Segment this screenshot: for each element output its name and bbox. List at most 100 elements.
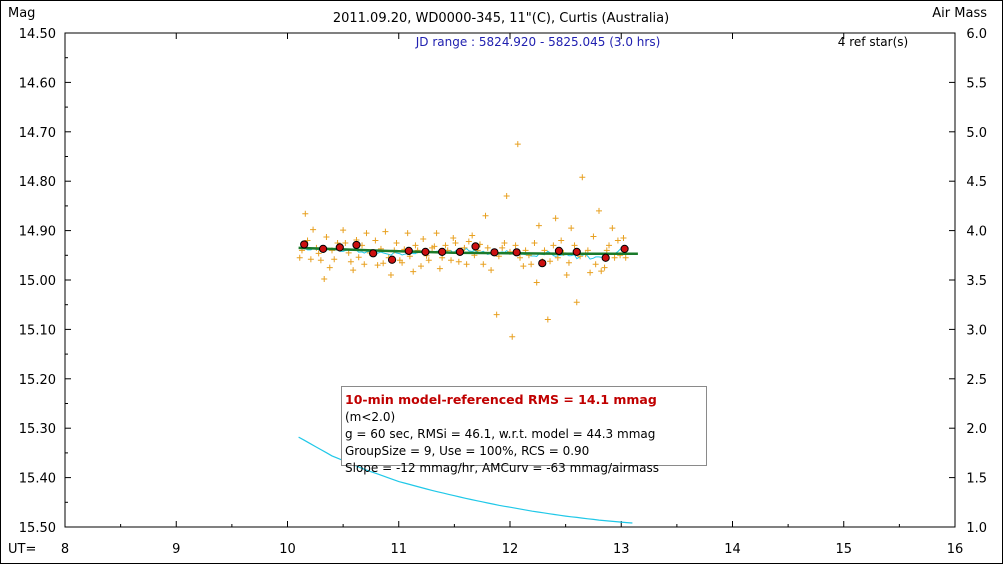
x-tick-label: 12 xyxy=(502,542,519,557)
raw-point xyxy=(606,242,613,249)
y-tick-label-mag: 15.30 xyxy=(19,422,56,437)
raw-point xyxy=(493,311,500,318)
raw-point xyxy=(550,242,557,249)
raw-point xyxy=(355,254,362,261)
raw-point xyxy=(321,276,328,283)
y-tick-label-airmass: 3.0 xyxy=(966,323,987,338)
binned-point xyxy=(601,253,610,262)
raw-point xyxy=(317,257,324,264)
raw-point xyxy=(579,174,586,181)
raw-point xyxy=(596,207,602,214)
raw-point xyxy=(342,239,349,246)
y-tick-label-airmass: 1.5 xyxy=(966,472,987,487)
stats-line-4: Slope = -12 mmag/hr, AMCurv = -63 mmag/a… xyxy=(345,461,659,475)
raw-point xyxy=(503,193,510,200)
raw-point xyxy=(347,258,354,265)
raw-point xyxy=(590,233,597,240)
raw-point xyxy=(558,237,565,244)
raw-point xyxy=(350,267,357,274)
raw-point xyxy=(501,239,508,246)
binned-point xyxy=(554,246,564,255)
x-tick-label: 9 xyxy=(172,542,180,557)
raw-point xyxy=(361,261,368,268)
rms-row: 10-min model-referenced RMS = 14.1 mmag … xyxy=(345,391,706,426)
x-tick-label: 16 xyxy=(947,542,964,557)
raw-point xyxy=(420,235,427,242)
raw-point xyxy=(601,264,608,271)
raw-point xyxy=(620,235,627,242)
y-tick-label-airmass: 4.0 xyxy=(966,225,987,240)
binned-point xyxy=(512,248,521,257)
y-tick-label-mag: 14.90 xyxy=(19,225,56,240)
raw-point xyxy=(374,262,381,269)
y-tick-label-mag: 14.50 xyxy=(19,27,56,42)
raw-point xyxy=(565,259,572,266)
y-tick-label-mag: 15.00 xyxy=(19,274,56,289)
x-tick-label: 13 xyxy=(613,542,630,557)
raw-point xyxy=(554,254,561,261)
raw-point xyxy=(302,210,309,217)
raw-point xyxy=(315,250,322,257)
raw-point xyxy=(331,256,338,263)
binned-point xyxy=(352,240,361,250)
binned-point xyxy=(455,247,465,256)
stats-line-3: GroupSize = 9, Use = 100%, RCS = 0.90 xyxy=(345,444,590,458)
y-axis-label-airmass: Air Mass xyxy=(932,6,987,21)
raw-point xyxy=(592,261,599,268)
rms-note: (m<2.0) xyxy=(345,410,396,424)
raw-point xyxy=(552,215,559,222)
binned-point xyxy=(319,244,328,253)
binned-point xyxy=(300,240,309,249)
y-axis-label-mag: Mag xyxy=(8,6,35,21)
raw-point xyxy=(372,237,379,244)
raw-point xyxy=(568,225,575,232)
raw-point xyxy=(482,212,489,219)
raw-point xyxy=(509,333,516,340)
x-tick-label: 8 xyxy=(61,542,69,557)
raw-point xyxy=(410,268,417,275)
y-tick-label-mag: 15.20 xyxy=(19,373,56,388)
raw-point xyxy=(563,272,570,279)
raw-point xyxy=(499,244,506,251)
raw-point xyxy=(307,256,314,263)
x-tick-label: 15 xyxy=(835,542,852,557)
raw-point xyxy=(310,226,317,233)
raw-point xyxy=(461,244,468,251)
y-tick-label-mag: 15.10 xyxy=(19,323,56,338)
raw-point xyxy=(520,263,527,270)
x-tick-label: 14 xyxy=(724,542,741,557)
x-tick-label: 10 xyxy=(279,542,296,557)
raw-point xyxy=(382,228,389,235)
raw-point xyxy=(404,230,411,237)
raw-point xyxy=(363,230,370,237)
y-tick-label-airmass: 5.0 xyxy=(966,126,987,141)
binned-point xyxy=(369,249,378,258)
x-tick-label: 11 xyxy=(390,542,407,557)
binned-points-layer xyxy=(300,240,629,268)
binned-point xyxy=(572,247,581,256)
rms-text: 10-min model-referenced RMS = 14.1 mmag xyxy=(345,392,657,407)
raw-point xyxy=(452,239,459,246)
raw-point xyxy=(571,242,578,249)
ref-stars-text: 4 ref star(s) xyxy=(838,35,908,49)
raw-point xyxy=(541,247,548,254)
raw-point xyxy=(535,222,542,229)
raw-point xyxy=(512,242,519,249)
y-tick-label-airmass: 3.5 xyxy=(966,274,987,289)
raw-point xyxy=(469,232,476,239)
y-tick-label-mag: 15.50 xyxy=(19,521,56,536)
raw-point xyxy=(611,254,618,261)
binned-point xyxy=(471,242,480,251)
y-tick-label-mag: 15.40 xyxy=(19,472,56,487)
raw-point xyxy=(442,242,449,249)
raw-point xyxy=(517,254,524,261)
raw-point xyxy=(431,243,438,250)
stats-box: 10-min model-referenced RMS = 14.1 mmag … xyxy=(341,386,707,475)
raw-point xyxy=(488,267,495,274)
binned-point xyxy=(538,259,547,268)
raw-point xyxy=(296,254,303,261)
chart-title: 2011.09.20, WD0000-345, 11"(C), Curtis (… xyxy=(333,11,669,26)
y-tick-label-airmass: 1.0 xyxy=(966,521,987,536)
raw-point xyxy=(399,259,406,266)
